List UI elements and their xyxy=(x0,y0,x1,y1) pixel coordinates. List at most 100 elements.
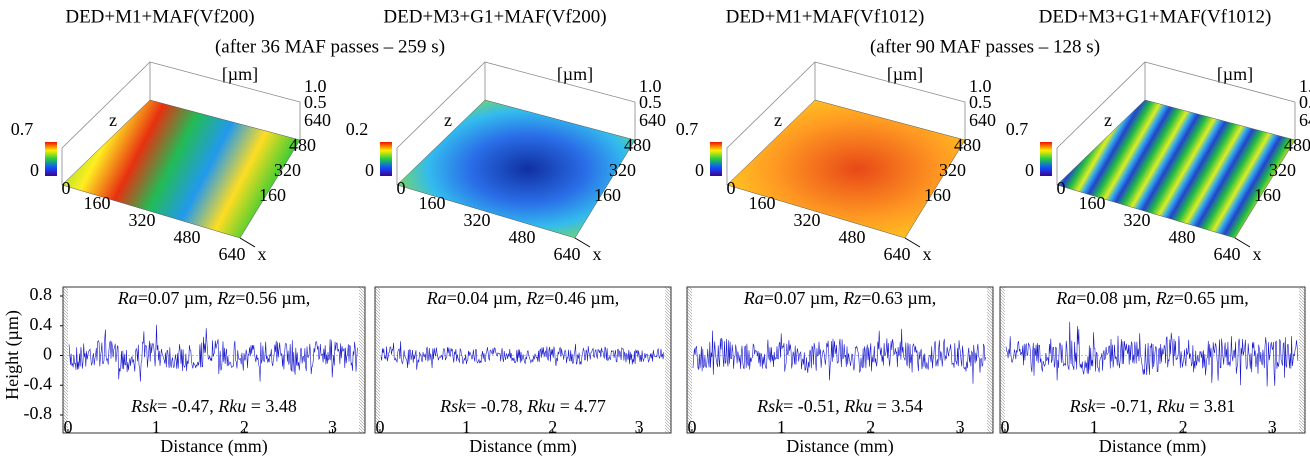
stat-rz-name: Rz xyxy=(525,288,544,308)
y-tick-label: 640 xyxy=(1299,110,1310,130)
axis-label: z xyxy=(774,110,782,130)
stat-rku-text: = 3.81 xyxy=(1185,396,1236,416)
x-tick-label: 320 xyxy=(1124,210,1151,230)
y-tick-label: 320 xyxy=(274,160,301,180)
group-caption: (after 36 MAF passes – 259 s) xyxy=(215,36,445,57)
axis-label: z xyxy=(444,110,452,130)
surface xyxy=(1056,99,1296,239)
x-tick-label: 2 xyxy=(548,417,557,437)
stat-rz-text: =0.63 µm, xyxy=(861,288,936,308)
y-tick-label: 640 xyxy=(639,110,666,130)
surface xyxy=(726,99,966,239)
stat-ra-name: Ra xyxy=(117,288,138,308)
x-axis-arrow xyxy=(1234,237,1251,248)
stat-rsk-name: Rsk xyxy=(1069,396,1097,416)
x-tick-label: 640 xyxy=(1214,244,1241,264)
axis-label: x xyxy=(923,244,932,264)
x-axis-label: Distance (mm) xyxy=(1099,436,1206,457)
colorbar xyxy=(710,142,722,176)
colorbar xyxy=(380,142,392,176)
y-tick-label: 640 xyxy=(969,110,996,130)
x-axis-label: Distance (mm) xyxy=(160,436,267,457)
box-frame xyxy=(814,61,966,140)
surface-panel: DED+M1+MAF(Vf1012)[µm]zx0.701.00.5640480… xyxy=(676,6,996,264)
y-tick-label: 320 xyxy=(609,160,636,180)
colorbar-max: 0.7 xyxy=(676,119,699,139)
roughness-stats: Rsk= -0.78, Rku = 4.77 xyxy=(439,396,606,416)
x-tick-label: 0 xyxy=(397,178,406,198)
x-tick-label: 1 xyxy=(777,417,786,437)
panel-title: DED+M1+MAF(Vf200) xyxy=(65,6,254,27)
z-tick-label: 1.0 xyxy=(969,76,992,96)
x-tick-label: 0 xyxy=(1001,417,1010,437)
y-tick-label: 0 xyxy=(43,344,52,364)
x-tick-label: 2 xyxy=(866,417,875,437)
unit-label: [µm] xyxy=(222,64,258,84)
roughness-stats: Rsk= -0.71, Rku = 3.81 xyxy=(1069,396,1236,416)
y-tick-label: 480 xyxy=(624,135,651,155)
colorbar-min: 0 xyxy=(1025,160,1034,180)
z-tick-label: 1.0 xyxy=(304,76,327,96)
x-tick-label: 1 xyxy=(152,417,161,437)
surface-panel: DED+M3+G1+MAF(Vf1012)[µm]zx0.701.00.5640… xyxy=(1006,6,1310,264)
z-tick-label: 0.5 xyxy=(304,92,327,112)
x-tick-label: 640 xyxy=(219,244,246,264)
stat-rsk-text: = -0.78, xyxy=(466,396,527,416)
x-tick-label: 2 xyxy=(1179,417,1188,437)
stat-ra-text: =0.04 µm, xyxy=(447,288,527,308)
x-tick-label: 480 xyxy=(839,227,866,247)
y-tick-label: -0.8 xyxy=(24,403,53,423)
plot-frame xyxy=(374,286,672,434)
hatch xyxy=(665,287,671,433)
x-tick-label: 640 xyxy=(554,244,581,264)
plot-frame xyxy=(999,286,1306,434)
hatch xyxy=(375,287,380,433)
panel-title: DED+M1+MAF(Vf1012) xyxy=(726,6,925,27)
x-axis-arrow xyxy=(904,237,921,248)
unit-label: [µm] xyxy=(1217,64,1253,84)
y-axis-label: Height (µm) xyxy=(2,310,23,400)
stat-rz-name: Rz xyxy=(1155,288,1174,308)
colorbar-min: 0 xyxy=(365,160,374,180)
stat-rsk-text: = -0.47, xyxy=(157,396,218,416)
profile-trace xyxy=(68,324,358,382)
x-tick-label: 320 xyxy=(464,210,491,230)
stat-ra-name: Ra xyxy=(1055,288,1076,308)
panel-title: DED+M3+G1+MAF(Vf1012) xyxy=(1039,6,1272,27)
colorbar-max: 0.7 xyxy=(11,119,34,139)
y-tick-label: 320 xyxy=(939,160,966,180)
x-tick-label: 0 xyxy=(1057,178,1066,198)
colorbar-max: 0.2 xyxy=(346,119,369,139)
x-tick-label: 160 xyxy=(1079,193,1106,213)
stat-rsk-name: Rsk xyxy=(130,396,158,416)
profile-trace xyxy=(1005,321,1299,387)
x-axis-arrow xyxy=(574,237,591,248)
surface-panel: DED+M1+MAF(Vf200)[µm]zx0.701.00.56404803… xyxy=(11,6,331,264)
x-tick-label: 0 xyxy=(64,417,73,437)
z-tick-label: 1.0 xyxy=(1299,76,1310,96)
y-tick-label: 160 xyxy=(259,185,286,205)
unit-label: [µm] xyxy=(557,64,593,84)
surface-panel: DED+M3+G1+MAF(Vf200)[µm]zx0.201.00.56404… xyxy=(346,6,666,264)
profile-trace xyxy=(380,341,665,370)
group-caption: (after 90 MAF passes – 128 s) xyxy=(870,36,1100,57)
surface xyxy=(61,99,301,239)
x-axis-label: Distance (mm) xyxy=(786,436,893,457)
stat-ra-text: =0.07 µm, xyxy=(764,288,844,308)
stat-rku-text: = 4.77 xyxy=(555,396,606,416)
stat-rz-text: =0.46 µm, xyxy=(544,288,619,308)
stat-ra-name: Ra xyxy=(743,288,764,308)
x-tick-label: 480 xyxy=(174,227,201,247)
box-frame xyxy=(484,61,636,140)
x-tick-label: 1 xyxy=(462,417,471,437)
roughness-stats: Rsk= -0.51, Rku = 3.54 xyxy=(756,396,923,416)
stat-rku-name: Rku xyxy=(526,396,555,416)
colorbar-max: 0.7 xyxy=(1006,119,1029,139)
box-frame xyxy=(1056,61,1146,149)
x-tick-label: 3 xyxy=(1268,417,1277,437)
x-tick-label: 0 xyxy=(727,178,736,198)
stat-rku-name: Rku xyxy=(843,396,872,416)
stat-rz-text: =0.65 µm, xyxy=(1174,288,1249,308)
roughness-stats: Ra=0.04 µm, Rz=0.46 µm, xyxy=(426,288,620,308)
